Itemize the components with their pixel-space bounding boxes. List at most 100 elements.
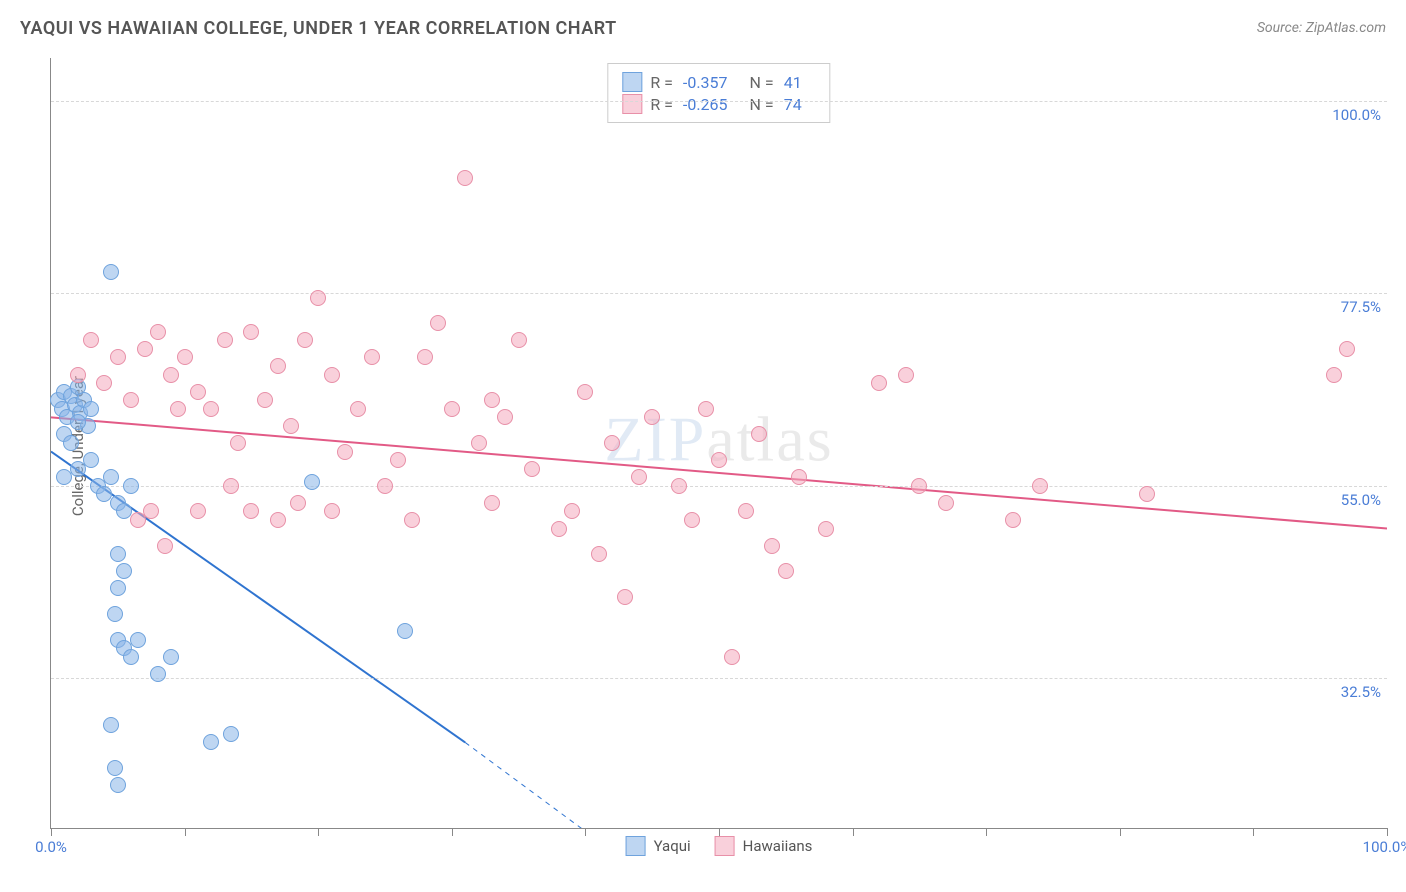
- scatter-point: [444, 401, 460, 417]
- scatter-point: [110, 349, 126, 365]
- scatter-point: [203, 734, 219, 750]
- scatter-point: [123, 478, 139, 494]
- stats-row-yaqui: R = -0.357 N = 41: [622, 72, 815, 92]
- trend-lines-layer: [51, 58, 1387, 828]
- hawaiians-swatch: [622, 94, 642, 114]
- scatter-point: [230, 435, 246, 451]
- scatter-point: [1032, 478, 1048, 494]
- scatter-point: [404, 512, 420, 528]
- hawaiians-swatch: [715, 836, 735, 856]
- scatter-plot-area: ZIPatlas R = -0.357 N = 41 R = -0.265 N …: [50, 58, 1387, 829]
- scatter-point: [390, 452, 406, 468]
- y-tick-label: 100.0%: [1332, 106, 1381, 124]
- scatter-point: [137, 341, 153, 357]
- scatter-point: [377, 478, 393, 494]
- scatter-point: [938, 495, 954, 511]
- scatter-point: [471, 435, 487, 451]
- scatter-point: [163, 367, 179, 383]
- gridline: [51, 293, 1387, 294]
- scatter-point: [203, 401, 219, 417]
- scatter-point: [417, 349, 433, 365]
- x-tick: [853, 828, 854, 836]
- gridline: [51, 678, 1387, 679]
- scatter-point: [177, 349, 193, 365]
- scatter-point: [110, 546, 126, 562]
- scatter-point: [150, 324, 166, 340]
- scatter-point: [591, 546, 607, 562]
- scatter-point: [711, 452, 727, 468]
- scatter-point: [110, 777, 126, 793]
- scatter-point: [130, 632, 146, 648]
- stats-legend: R = -0.357 N = 41 R = -0.265 N = 74: [607, 63, 830, 123]
- r-label: R =: [650, 73, 673, 92]
- scatter-point: [157, 538, 173, 554]
- scatter-point: [190, 503, 206, 519]
- x-tick: [185, 828, 186, 836]
- hawaiians-n-value: 74: [784, 95, 802, 114]
- scatter-point: [243, 324, 259, 340]
- x-tick: [585, 828, 586, 836]
- scatter-point: [270, 512, 286, 528]
- scatter-point: [143, 503, 159, 519]
- scatter-point: [150, 666, 166, 682]
- scatter-point: [551, 521, 567, 537]
- scatter-point: [170, 401, 186, 417]
- scatter-point: [898, 367, 914, 383]
- scatter-point: [116, 563, 132, 579]
- yaqui-swatch: [626, 836, 646, 856]
- scatter-point: [337, 444, 353, 460]
- scatter-point: [751, 426, 767, 442]
- x-tick: [318, 828, 319, 836]
- scatter-point: [738, 503, 754, 519]
- n-label: N =: [750, 95, 774, 114]
- yaqui-r-value: -0.357: [683, 73, 728, 92]
- scatter-point: [63, 435, 79, 451]
- scatter-point: [430, 315, 446, 331]
- scatter-point: [644, 409, 660, 425]
- legend-item-yaqui: Yaqui: [626, 836, 691, 856]
- scatter-point: [457, 170, 473, 186]
- scatter-point: [484, 495, 500, 511]
- scatter-point: [364, 349, 380, 365]
- scatter-point: [297, 332, 313, 348]
- x-tick: [986, 828, 987, 836]
- scatter-point: [564, 503, 580, 519]
- scatter-point: [324, 367, 340, 383]
- scatter-point: [791, 469, 807, 485]
- scatter-point: [190, 384, 206, 400]
- stats-row-hawaiians: R = -0.265 N = 74: [622, 94, 815, 114]
- scatter-point: [397, 623, 413, 639]
- scatter-point: [107, 606, 123, 622]
- legend-label: Hawaiians: [743, 837, 813, 855]
- scatter-point: [577, 384, 593, 400]
- scatter-point: [497, 409, 513, 425]
- scatter-point: [778, 563, 794, 579]
- scatter-point: [223, 726, 239, 742]
- scatter-point: [818, 521, 834, 537]
- scatter-point: [631, 469, 647, 485]
- scatter-point: [684, 512, 700, 528]
- scatter-point: [617, 589, 633, 605]
- scatter-point: [324, 503, 340, 519]
- x-tick: [452, 828, 453, 836]
- gridline: [51, 486, 1387, 487]
- scatter-point: [123, 392, 139, 408]
- hawaiians-r-value: -0.265: [683, 95, 728, 114]
- scatter-point: [83, 332, 99, 348]
- scatter-point: [110, 580, 126, 596]
- legend-item-hawaiians: Hawaiians: [715, 836, 813, 856]
- scatter-point: [524, 461, 540, 477]
- x-tick: [1253, 828, 1254, 836]
- scatter-point: [484, 392, 500, 408]
- scatter-point: [871, 375, 887, 391]
- x-tick: [1387, 828, 1388, 836]
- scatter-point: [163, 649, 179, 665]
- scatter-point: [257, 392, 273, 408]
- scatter-point: [310, 290, 326, 306]
- scatter-point: [103, 264, 119, 280]
- scatter-point: [304, 474, 320, 490]
- scatter-point: [123, 649, 139, 665]
- gridline: [51, 101, 1387, 102]
- yaqui-n-value: 41: [784, 73, 802, 92]
- y-tick-label: 55.0%: [1341, 491, 1381, 509]
